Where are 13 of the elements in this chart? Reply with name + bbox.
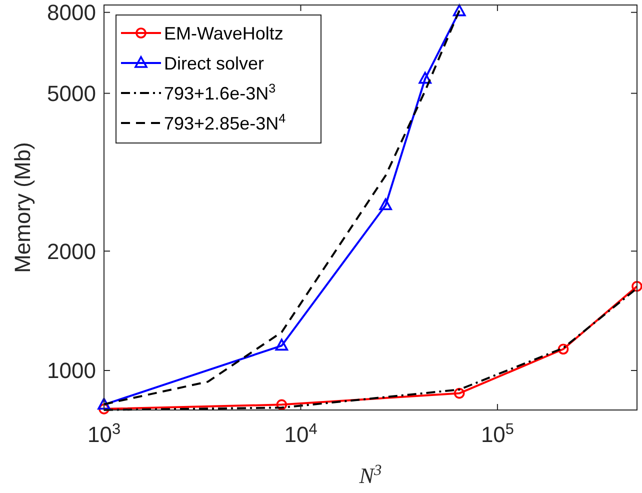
x-tick-label: 10$^{5}$: [480, 420, 514, 447]
legend-label: 793+1.6e-3N$^{3}$: [164, 81, 276, 104]
y-tick-label: 8000: [47, 0, 96, 26]
y-tick-label: 2000: [47, 238, 96, 264]
y-axis-title: Memory (Mb): [10, 142, 35, 273]
legend-label: Direct solver: [164, 53, 264, 74]
y-tick-label: 1000: [47, 358, 96, 384]
y-tick-label: 5000: [47, 81, 96, 106]
x-axis-title: N$^{3}$: [358, 462, 382, 488]
x-tick-label: 10$^{4}$: [284, 420, 318, 447]
legend-label: 793+2.85e-3N$^{4}$: [164, 111, 286, 134]
legend-label: EM-WaveHoltz: [164, 23, 284, 44]
x-tick-label: 10$^{3}$: [87, 420, 121, 447]
